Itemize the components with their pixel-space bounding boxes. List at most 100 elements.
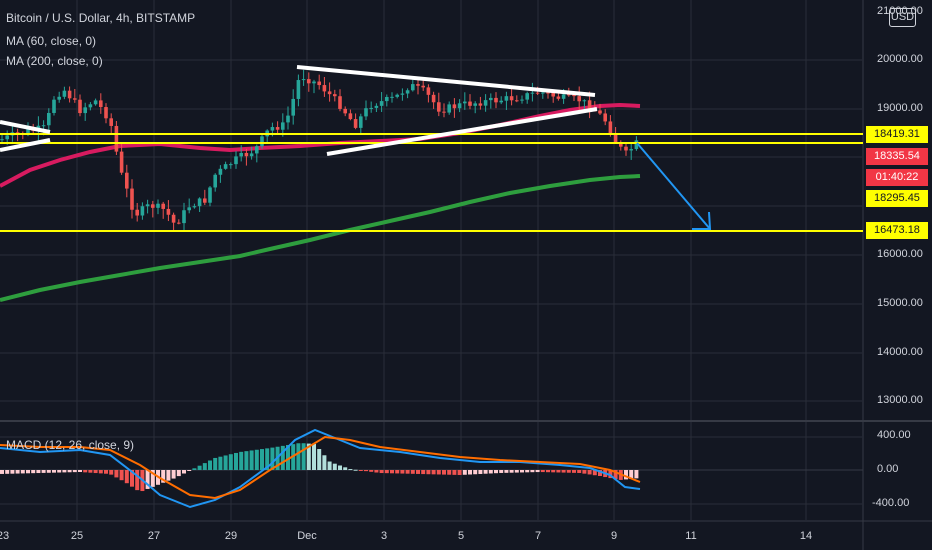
macd-histogram-bar xyxy=(301,443,306,470)
ma60-legend[interactable]: MA (60, close, 0) xyxy=(6,34,97,48)
trendline-left[interactable] xyxy=(0,120,51,134)
macd-histogram-bar xyxy=(239,451,244,470)
macd-histogram-bar xyxy=(57,470,62,473)
macd-histogram-bar xyxy=(72,470,77,473)
time-axis-label: 3 xyxy=(380,530,388,542)
candle-body xyxy=(598,110,602,114)
candle-body xyxy=(83,107,87,114)
price-axis-label: 21000.00 xyxy=(877,5,923,17)
candle-body xyxy=(296,80,301,99)
macd-histogram-bar xyxy=(509,470,514,473)
candle-body xyxy=(416,84,420,86)
macd-histogram-bar xyxy=(530,470,535,473)
macd-histogram-bar xyxy=(358,470,363,471)
candle-body xyxy=(301,79,306,81)
macd-histogram-bar xyxy=(306,443,311,470)
macd-histogram-bar xyxy=(161,470,166,483)
macd-histogram-bar xyxy=(468,470,472,475)
candle-body xyxy=(78,99,82,114)
candle-body xyxy=(5,135,9,140)
candle-body xyxy=(307,79,311,84)
candle-body xyxy=(187,207,191,211)
ma60-line xyxy=(0,102,641,188)
macd-histogram-bar xyxy=(197,465,202,470)
candle-body xyxy=(520,99,524,101)
candle-body xyxy=(312,81,316,84)
trendline-upper[interactable] xyxy=(296,65,596,97)
macd-histogram-bar xyxy=(260,449,264,470)
macd-histogram-bar xyxy=(67,470,72,473)
price-tag-last: 18335.54 xyxy=(866,148,928,165)
macd-histogram-bar xyxy=(598,470,602,476)
candle-body xyxy=(359,116,363,128)
candle-body xyxy=(379,101,384,106)
candle-body xyxy=(634,140,639,150)
macd-histogram-bar xyxy=(317,449,322,470)
macd-legend[interactable]: MACD (12, 26, close, 9) xyxy=(6,438,135,452)
macd-histogram-bar xyxy=(208,460,212,470)
candle-body xyxy=(286,115,290,123)
macd-histogram-bar xyxy=(546,470,550,473)
macd-histogram-bar xyxy=(462,470,467,475)
macd-histogram-bar xyxy=(416,470,420,474)
price-axis-label: 14000.00 xyxy=(877,346,923,358)
candle-body xyxy=(348,113,353,120)
macd-histogram-bar xyxy=(192,468,197,470)
macd-histogram-bar xyxy=(353,469,358,471)
macd-histogram-bar xyxy=(566,470,571,473)
macd-histogram-bar xyxy=(447,470,452,475)
macd-histogram-bar xyxy=(634,470,639,479)
macd-histogram-bar xyxy=(166,470,171,481)
currency-button[interactable]: USD xyxy=(889,8,916,27)
macd-histogram-bar xyxy=(525,470,530,473)
macd-histogram-bar xyxy=(587,470,592,475)
macd-histogram-bar xyxy=(88,470,93,473)
candle-body xyxy=(546,92,550,94)
macd-histogram-bar xyxy=(244,451,249,470)
candle-body xyxy=(67,90,72,99)
macd-histogram-bar xyxy=(5,470,10,474)
candle-body xyxy=(130,188,134,210)
candle-body xyxy=(556,96,561,99)
macd-histogram-bar xyxy=(254,449,259,470)
macd-histogram-bar xyxy=(572,470,576,473)
time-axis-label: Dec xyxy=(297,530,317,542)
macd-histogram-bar xyxy=(202,463,207,470)
candle-body xyxy=(291,98,295,116)
macd-histogram-bar xyxy=(520,470,524,473)
candle-body xyxy=(421,85,425,88)
price-axis-label: 16000.00 xyxy=(877,248,923,260)
macd-histogram-bar xyxy=(410,470,415,474)
candle-body xyxy=(629,149,633,151)
ma200-legend[interactable]: MA (200, close, 0) xyxy=(6,54,103,68)
candle-body xyxy=(395,94,399,97)
candle-body xyxy=(582,100,587,102)
candle-body xyxy=(104,107,108,119)
macd-histogram-bar xyxy=(104,470,108,474)
candle-body xyxy=(99,100,103,108)
price-tag-level: 18419.31 xyxy=(866,126,928,143)
macd-histogram-bar xyxy=(577,470,582,473)
macd-histogram-bar xyxy=(270,447,275,470)
candle-body xyxy=(223,164,228,169)
macd-histogram-bar xyxy=(426,470,431,475)
candle-body xyxy=(509,96,514,101)
candle-body xyxy=(338,96,342,109)
macd-histogram-bar xyxy=(286,445,290,470)
candle-body xyxy=(260,136,264,147)
trendline-left-lower[interactable] xyxy=(0,138,51,152)
macd-histogram-bar xyxy=(535,470,540,473)
macd-histogram-bar xyxy=(93,470,98,474)
candle-body xyxy=(364,108,368,117)
candle-body xyxy=(619,142,623,147)
trendline-lower[interactable] xyxy=(326,107,598,156)
macd-histogram-bar xyxy=(46,470,51,473)
candle-body xyxy=(405,90,410,94)
macd-histogram-bar xyxy=(379,470,384,474)
projection-arrow[interactable] xyxy=(636,142,711,230)
macd-histogram-bar xyxy=(109,470,114,475)
macd-histogram-bar xyxy=(182,470,186,474)
macd-histogram-bar xyxy=(473,470,478,475)
macd-histogram-bar xyxy=(483,470,488,474)
